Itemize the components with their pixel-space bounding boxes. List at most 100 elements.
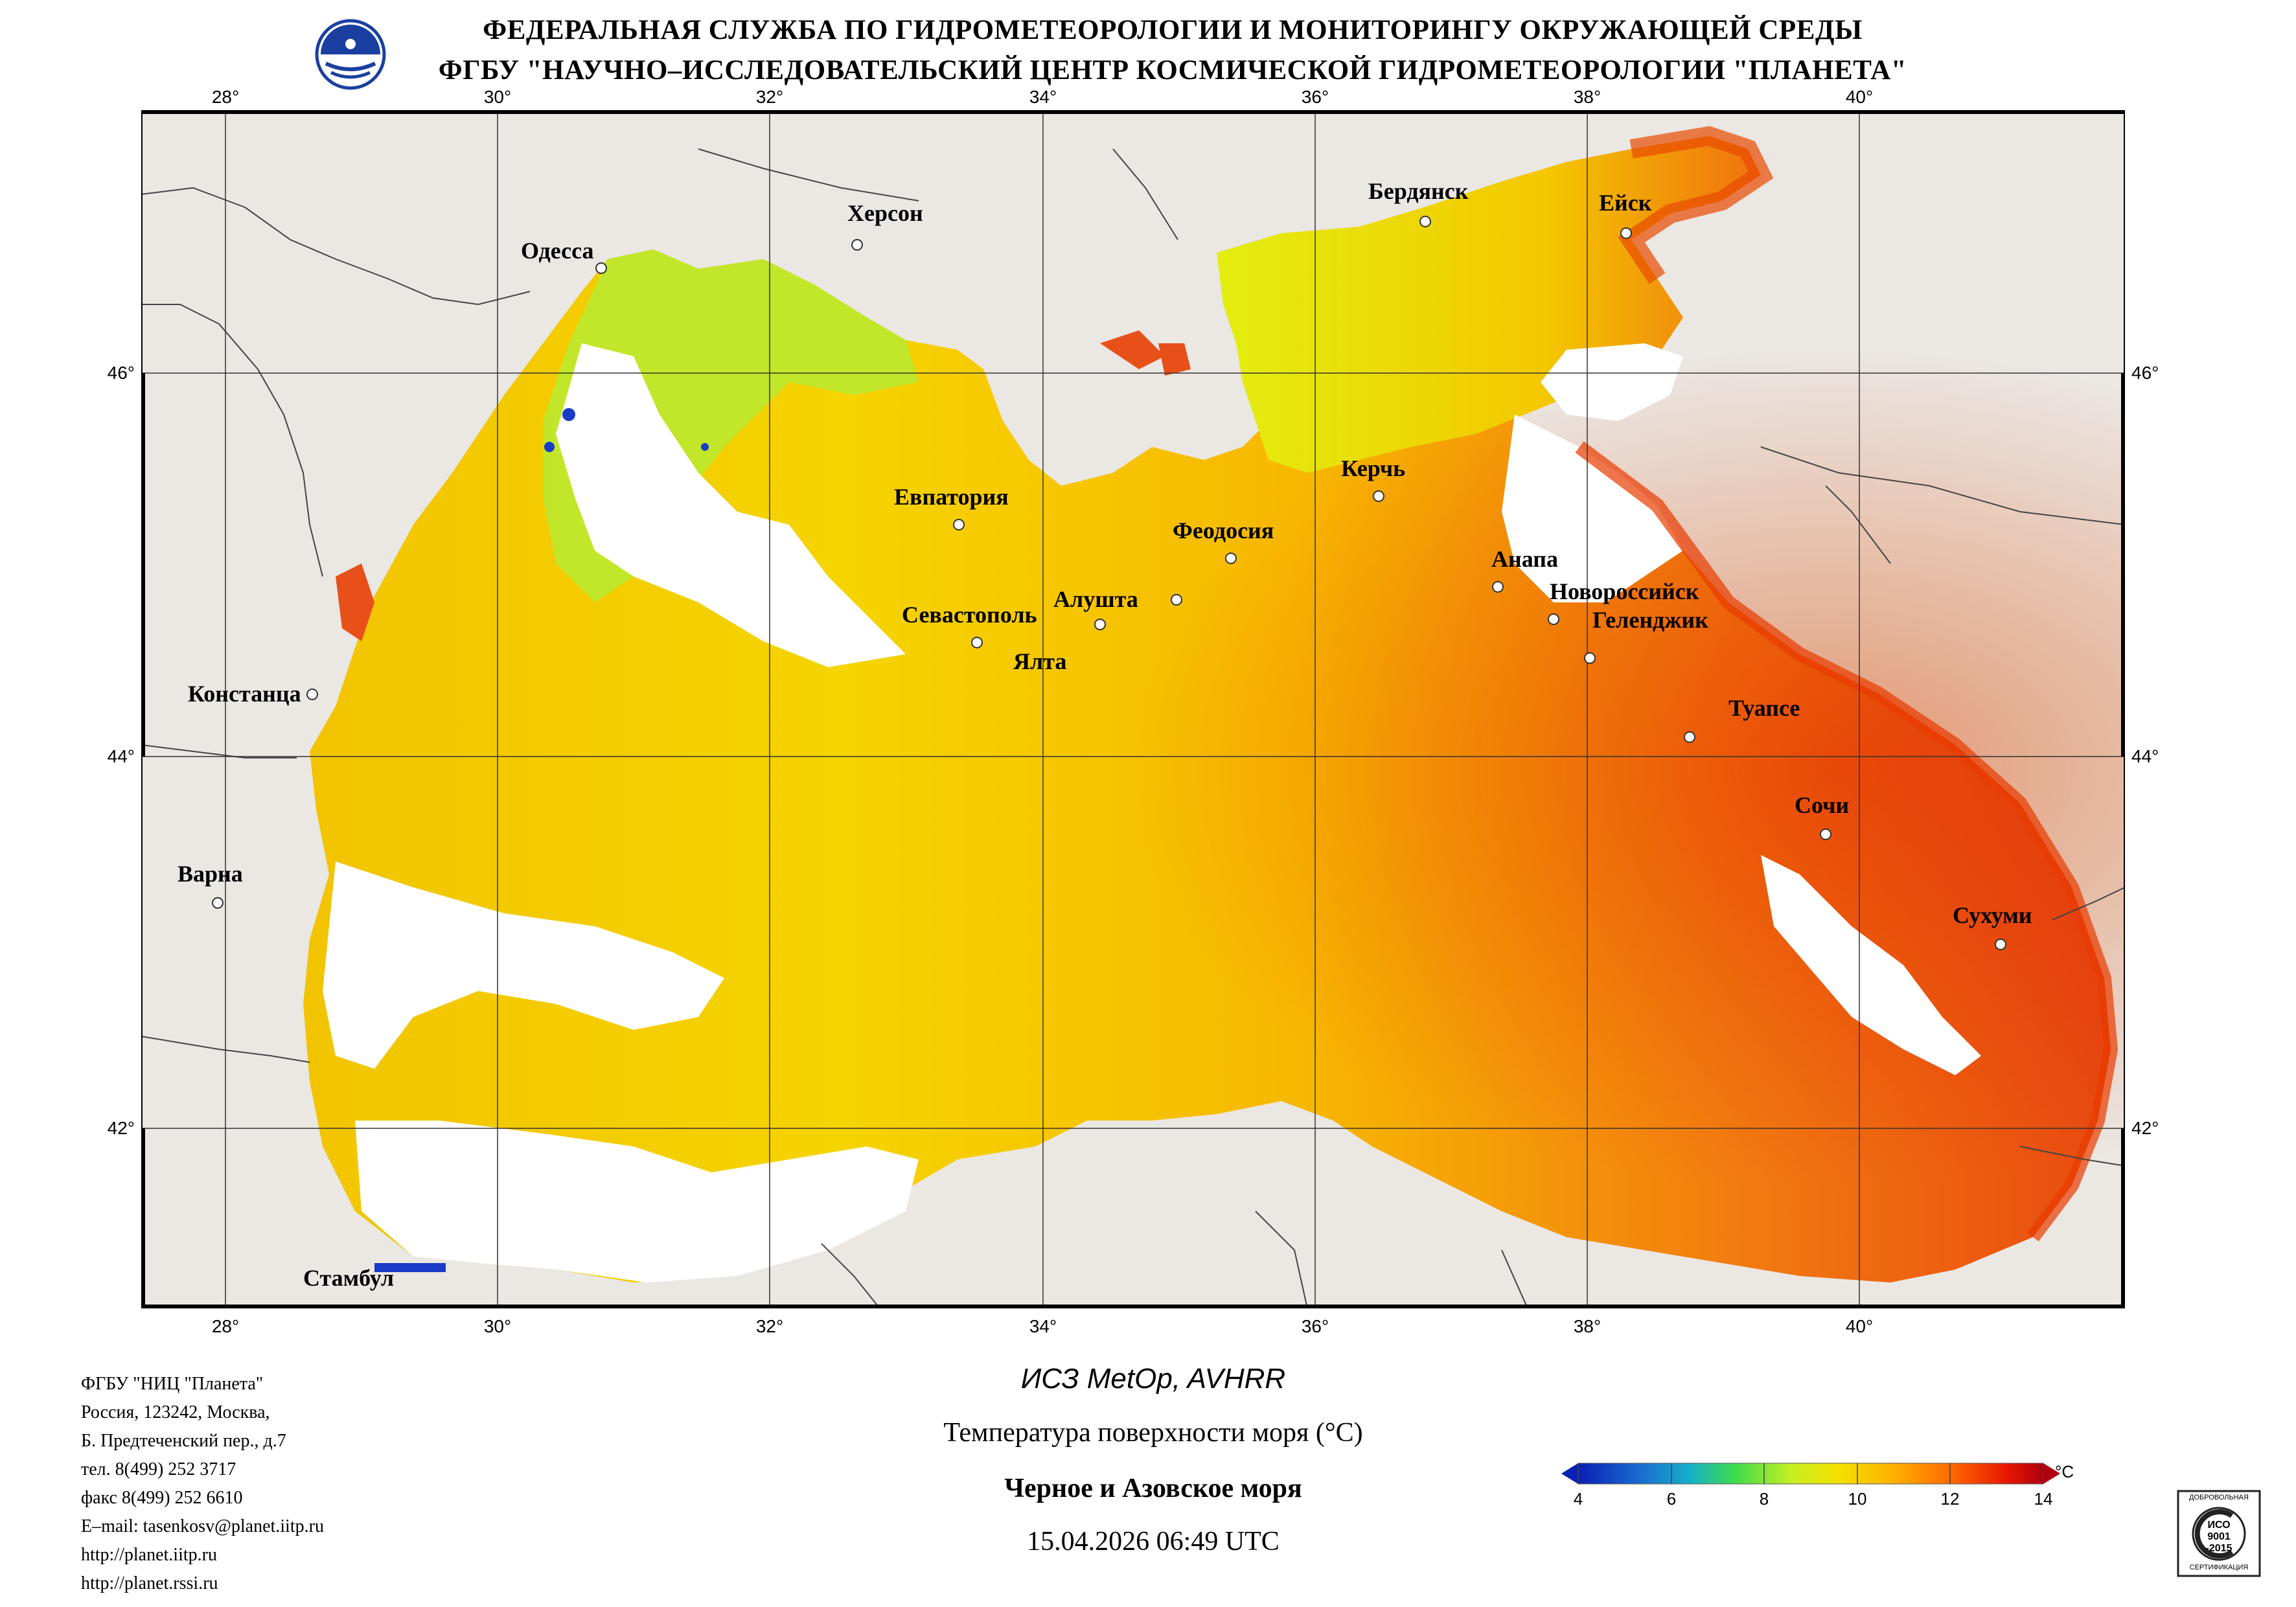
lon-tick: 32° (755, 1316, 784, 1336)
city-marker (1419, 216, 1431, 227)
azov-east-warm (1618, 126, 1774, 284)
city-label: Феодосия (1173, 518, 1274, 543)
city-label: Херсон (847, 200, 923, 226)
city-marker (1492, 581, 1504, 593)
city-marker (595, 262, 607, 274)
city-label: Стамбул (303, 1265, 395, 1291)
city-label: Сочи (1795, 792, 1850, 818)
city-label: Алушта (1053, 586, 1138, 612)
iso-top-text: ДОБРОВОЛЬНАЯ (2189, 1494, 2249, 1501)
lon-tick: 28° (211, 1316, 240, 1336)
contact-line: Россия, 123242, Москва, (81, 1402, 270, 1422)
city-marker (971, 637, 983, 648)
city-marker (1584, 652, 1596, 664)
lat-tick: 44° (2131, 746, 2159, 766)
header-line-2: ФГБУ "НАУЧНО–ИССЛЕДОВАТЕЛЬСКИЙ ЦЕНТР КОС… (438, 55, 1907, 85)
lagoons (336, 330, 1191, 641)
colorbar-unit: °C (2055, 1462, 2074, 1481)
lon-tick: 34° (1029, 1316, 1057, 1336)
city-marker (1225, 553, 1237, 564)
eastern-warm-area (141, 110, 2125, 1308)
url-line: http://planet.rssi.ru (81, 1573, 218, 1593)
colorbar-tick: 10 (1848, 1489, 1867, 1509)
colorbar-tick: 8 (1759, 1489, 1769, 1509)
lon-tick: 34° (1029, 87, 1057, 107)
city-label: Ялта (1013, 648, 1067, 674)
colorbar-tick: 6 (1666, 1489, 1677, 1509)
contact-line: ФГБУ "НИЦ "Планета" (81, 1374, 264, 1394)
lon-tick: 40° (1845, 1316, 1874, 1336)
caucasus-coast-warm (1575, 441, 2118, 1242)
sst-map-svg (141, 110, 2126, 1309)
lat-tick: 42° (107, 1118, 135, 1138)
iso-certification-badge: ДОБРОВОЛЬНАЯ ИСО 9001 -2015 СЕРТИФИКАЦИЯ (2177, 1490, 2261, 1577)
contact-line: Б. Предтеченский пер., д.7 (81, 1431, 286, 1451)
city-label: Бердянск (1368, 178, 1469, 204)
lon-tick: 36° (1301, 87, 1329, 107)
city-marker (953, 519, 965, 530)
city-label: Севастополь (902, 602, 1037, 628)
city-label: Констанца (188, 681, 301, 707)
colorbar-tick: 12 (1940, 1489, 1960, 1509)
city-marker (1995, 939, 2006, 950)
lat-tick: 42° (2131, 1118, 2159, 1138)
lat-tick: 46° (2131, 363, 2159, 383)
city-label: Сухуми (1953, 902, 2032, 928)
city-marker (851, 239, 863, 251)
azov-sea (1217, 136, 1761, 473)
lon-tick: 38° (1573, 87, 1601, 107)
city-label: Геленджик (1592, 607, 1708, 633)
city-label: Туапсе (1728, 695, 1800, 721)
city-marker (306, 689, 318, 700)
colorbar-tick: 4 (1573, 1489, 1583, 1509)
country-borders (141, 148, 2126, 1309)
lon-tick: 28° (211, 87, 240, 107)
colorbar: 4 6 8 10 12 14 °C (1561, 1461, 2074, 1512)
city-marker (1620, 227, 1632, 239)
iso-label: ИСО (2207, 1520, 2231, 1531)
city-label: Анапа (1491, 546, 1559, 572)
colorbar-gradient (1578, 1463, 2044, 1485)
lon-tick: 40° (1845, 87, 1874, 107)
lon-tick: 30° (483, 1316, 512, 1336)
contact-line: факс 8(499) 252 6610 (81, 1488, 243, 1508)
iso-bottom-text: СЕРТИФИКАЦИЯ (2189, 1564, 2249, 1571)
city-label: Евпатория (894, 484, 1009, 510)
city-marker (1171, 594, 1182, 606)
product-caption: Температура поверхности моря (°C) (943, 1418, 1363, 1448)
lon-tick: 36° (1301, 1316, 1329, 1336)
lon-tick: 30° (483, 87, 512, 107)
email-line: E–mail: tasenkosv@planet.iitp.ru (81, 1516, 324, 1536)
satellite-caption: ИСЗ MetOp, AVHRR (1020, 1363, 1286, 1395)
city-marker (1684, 731, 1695, 743)
url-line: http://planet.iitp.ru (81, 1545, 217, 1565)
contact-line: тел. 8(499) 252 3717 (81, 1459, 236, 1479)
colorbar-low-arrow (1561, 1463, 1578, 1484)
header-line-1: ФЕДЕРАЛЬНАЯ СЛУЖБА ПО ГИДРОМЕТЕОРОЛОГИИ … (483, 15, 1863, 45)
cold-spots (374, 408, 709, 1272)
city-marker (1548, 613, 1559, 625)
city-label: Одесса (521, 238, 594, 264)
city-marker (212, 897, 224, 909)
contact-info: ФГБУ "НИЦ "Планета" Россия, 123242, Моск… (81, 1370, 324, 1598)
city-label: Керчь (1341, 455, 1406, 481)
colorbar-high-arrow (2043, 1463, 2060, 1484)
lat-tick: 46° (107, 363, 135, 383)
colorbar-tick: 14 (2034, 1489, 2053, 1509)
datetime-caption: 15.04.2026 06:49 UTC (1027, 1527, 1280, 1556)
sst-map: Одесса Херсон Бердянск Ейск Евпатория Ке… (141, 110, 2126, 1309)
lat-tick: 44° (107, 746, 135, 766)
colorbar-svg (1561, 1463, 2060, 1485)
city-marker (1373, 490, 1384, 502)
planeta-logo (314, 18, 387, 91)
cloud-cover (323, 343, 1981, 1282)
city-label: Ейск (1599, 190, 1652, 216)
region-caption: Черное и Азовское моря (1004, 1474, 1302, 1503)
city-markers (212, 216, 2006, 950)
city-label: Новороссийск (1550, 578, 1699, 604)
city-marker (1094, 619, 1106, 630)
graticule (141, 110, 2125, 1308)
city-marker (1820, 828, 1831, 840)
lon-tick: 38° (1573, 1316, 1601, 1336)
iso-year: -2015 (2205, 1543, 2233, 1554)
